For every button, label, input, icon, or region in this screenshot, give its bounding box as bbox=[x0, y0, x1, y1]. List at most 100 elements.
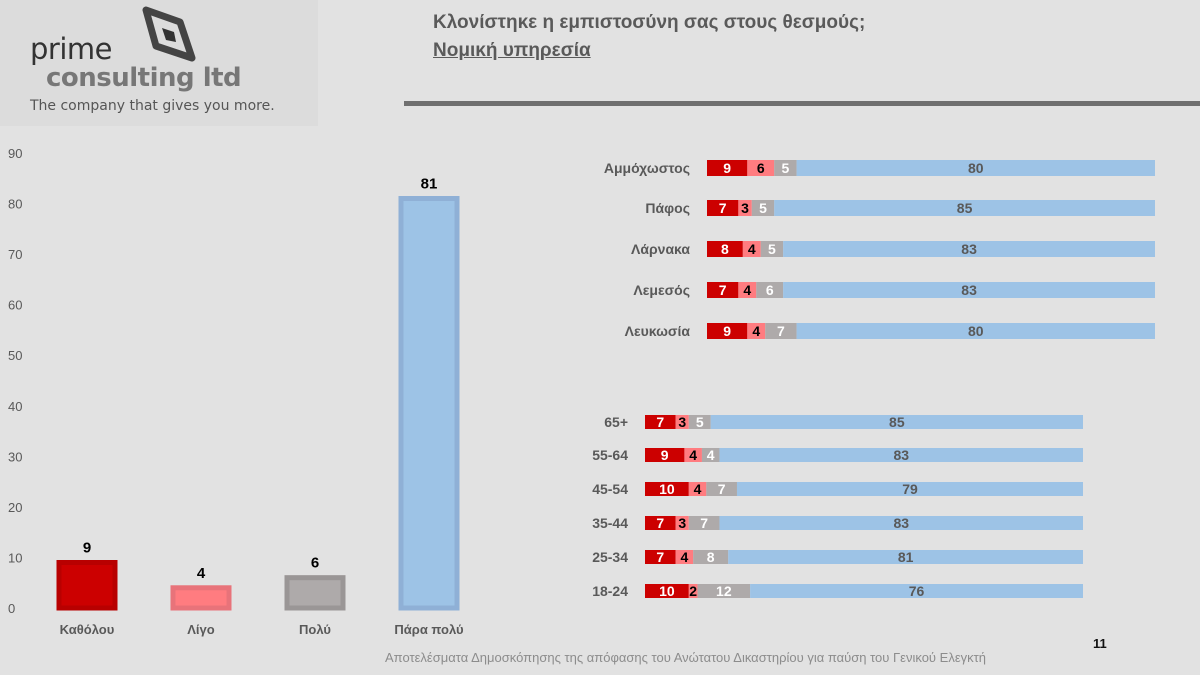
segment-value-label: 5 bbox=[782, 160, 790, 176]
segment-3 bbox=[783, 241, 1155, 257]
segment-2 bbox=[774, 160, 797, 176]
segment-value-label: 4 bbox=[694, 481, 702, 497]
row-category-label: 65+ bbox=[604, 414, 628, 430]
y-tick-label: 50 bbox=[8, 348, 22, 363]
y-tick-label: 70 bbox=[8, 247, 22, 262]
segment-3 bbox=[783, 282, 1155, 298]
segment-0 bbox=[645, 482, 689, 496]
segment-1 bbox=[675, 550, 694, 564]
bar-3 bbox=[398, 196, 460, 611]
bar-value-label: 9 bbox=[83, 540, 91, 557]
bar-value-label: 81 bbox=[421, 176, 438, 193]
segment-value-label: 4 bbox=[681, 549, 689, 565]
segment-value-label: 12 bbox=[716, 583, 732, 599]
y-tick-label: 20 bbox=[8, 500, 22, 515]
segment-value-label: 5 bbox=[696, 414, 704, 430]
segment-value-label: 4 bbox=[748, 241, 756, 257]
y-tick-label: 80 bbox=[8, 197, 22, 212]
segment-2 bbox=[693, 550, 729, 564]
row-category-label: Λεμεσός bbox=[633, 282, 690, 298]
segment-2 bbox=[765, 323, 797, 339]
row-category-label: Λευκωσία bbox=[625, 323, 691, 339]
segment-value-label: 76 bbox=[909, 583, 925, 599]
y-tick-label: 30 bbox=[8, 449, 22, 464]
segment-value-label: 7 bbox=[656, 549, 664, 565]
segment-value-label: 3 bbox=[678, 515, 686, 531]
segment-value-label: 7 bbox=[656, 515, 664, 531]
segment-1 bbox=[675, 516, 689, 530]
logo-consulting-text: consulting ltd bbox=[46, 63, 242, 93]
segment-0 bbox=[707, 323, 748, 339]
segment-2 bbox=[760, 241, 784, 257]
segment-value-label: 2 bbox=[689, 583, 697, 599]
segment-3 bbox=[719, 448, 1083, 462]
x-category-label: Καθόλου bbox=[60, 622, 115, 637]
segment-value-label: 83 bbox=[893, 447, 909, 463]
x-category-label: Πάρα πολύ bbox=[394, 622, 464, 637]
segment-3 bbox=[774, 200, 1155, 216]
row-category-label: 18-24 bbox=[592, 583, 628, 599]
row-category-label: Αμμόχωστος bbox=[604, 160, 690, 176]
segment-3 bbox=[710, 415, 1083, 429]
segment-value-label: 4 bbox=[707, 447, 715, 463]
segment-3 bbox=[728, 550, 1083, 564]
segment-value-label: 3 bbox=[741, 200, 749, 216]
segment-2 bbox=[701, 448, 720, 462]
segment-value-label: 6 bbox=[757, 160, 765, 176]
segment-1 bbox=[688, 584, 698, 598]
segment-value-label: 7 bbox=[656, 414, 664, 430]
segment-value-label: 79 bbox=[902, 481, 918, 497]
company-logo: prime consulting ltd The company that gi… bbox=[0, 0, 318, 126]
page-subtitle: Νομική υπηρεσία bbox=[433, 40, 591, 61]
segment-2 bbox=[688, 415, 711, 429]
bar-value-label: 4 bbox=[197, 565, 206, 582]
segment-value-label: 4 bbox=[752, 323, 760, 339]
segment-value-label: 7 bbox=[719, 200, 727, 216]
row-category-label: 55-64 bbox=[592, 447, 628, 463]
segment-1 bbox=[738, 282, 757, 298]
segment-value-label: 8 bbox=[721, 241, 729, 257]
bar-2 bbox=[284, 575, 346, 611]
row-category-label: Λάρνακα bbox=[631, 241, 690, 257]
segment-3 bbox=[736, 482, 1083, 496]
segment-value-label: 8 bbox=[707, 549, 715, 565]
x-category-label: Πολύ bbox=[299, 622, 331, 637]
segment-1 bbox=[747, 323, 766, 339]
segment-value-label: 4 bbox=[689, 447, 697, 463]
segment-1 bbox=[738, 200, 752, 216]
segment-2 bbox=[697, 584, 751, 598]
segment-value-label: 4 bbox=[743, 282, 751, 298]
segment-3 bbox=[796, 323, 1155, 339]
segment-value-label: 80 bbox=[968, 160, 984, 176]
bar-1 bbox=[170, 585, 232, 611]
segment-value-label: 83 bbox=[961, 241, 977, 257]
y-tick-label: 40 bbox=[8, 399, 22, 414]
segment-value-label: 81 bbox=[898, 549, 914, 565]
segment-3 bbox=[796, 160, 1155, 176]
segment-value-label: 6 bbox=[766, 282, 774, 298]
segment-0 bbox=[645, 516, 676, 530]
segment-1 bbox=[742, 241, 761, 257]
logo-prime-text: prime bbox=[30, 32, 112, 66]
segment-0 bbox=[645, 448, 685, 462]
segment-0 bbox=[645, 584, 689, 598]
y-tick-label: 90 bbox=[8, 146, 22, 161]
segment-value-label: 83 bbox=[961, 282, 977, 298]
y-tick-label: 60 bbox=[8, 298, 22, 313]
segment-0 bbox=[645, 415, 676, 429]
y-tick-label: 0 bbox=[8, 601, 15, 616]
bar-value-label: 6 bbox=[311, 555, 319, 572]
segment-1 bbox=[675, 415, 689, 429]
y-tick-label: 10 bbox=[8, 550, 22, 565]
segment-2 bbox=[706, 482, 737, 496]
segment-0 bbox=[707, 200, 739, 216]
header-divider bbox=[404, 101, 1200, 106]
page-title: Κλονίστηκε η εμπιστοσύνη σας στους θεσμο… bbox=[433, 12, 866, 33]
segment-value-label: 10 bbox=[659, 481, 675, 497]
segment-1 bbox=[747, 160, 775, 176]
segment-value-label: 85 bbox=[889, 414, 905, 430]
footer-caption: Αποτελέσματα Δημοσκόπησης της απόφασης τ… bbox=[385, 650, 986, 665]
segment-value-label: 80 bbox=[968, 323, 984, 339]
page-number: 11 bbox=[1093, 636, 1107, 651]
